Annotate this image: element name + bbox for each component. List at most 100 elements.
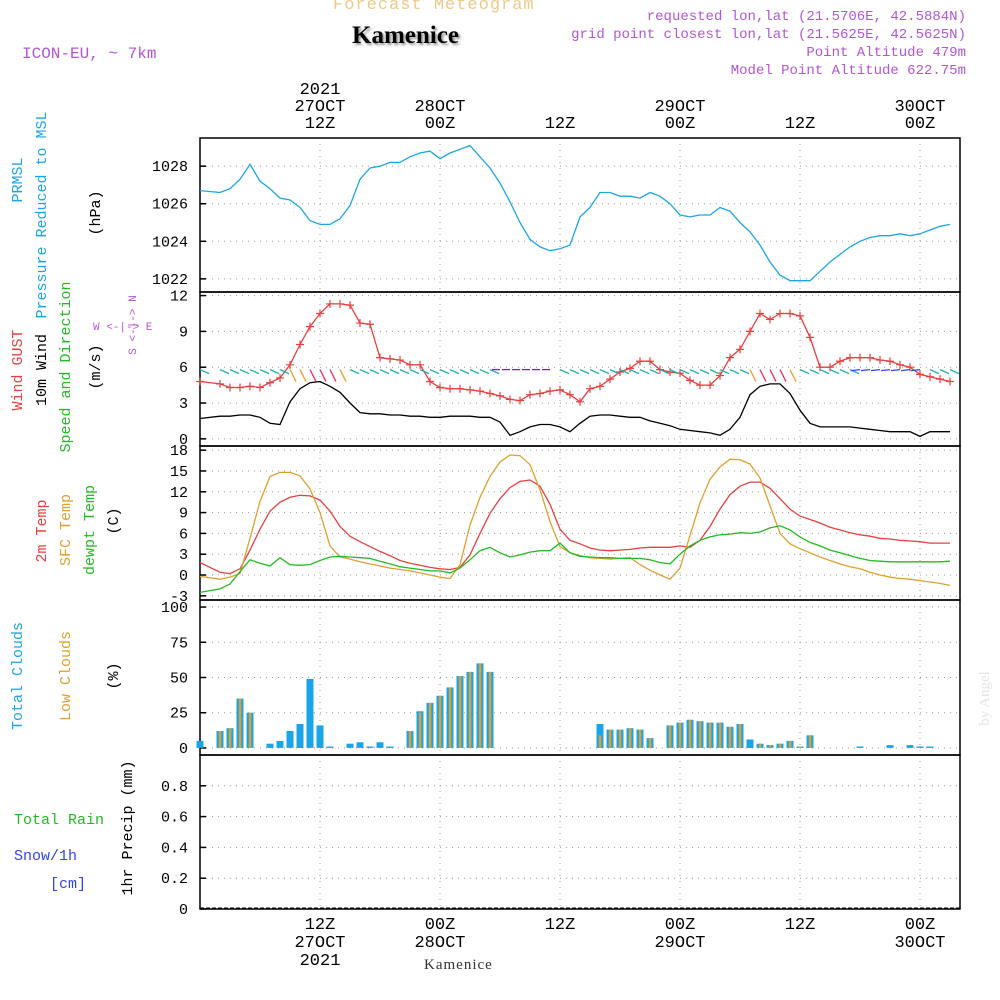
wind-direction-arrow <box>929 369 940 375</box>
wind-direction-arrow <box>890 368 901 372</box>
gust-marker <box>806 333 814 342</box>
clouds-label-low: Low Clouds <box>58 631 75 721</box>
wind-direction-arrow <box>689 369 700 375</box>
precip-ytick-label: 0.8 <box>161 779 188 796</box>
wind-direction-arrow <box>459 369 470 375</box>
wind-direction-arrow <box>819 369 830 375</box>
compass-ns: S <-|-> N <box>128 295 140 354</box>
wind-direction-arrow <box>559 369 570 375</box>
wind-label-10m: 10m Wind <box>34 334 51 406</box>
wind-label-gust: Wind GUST <box>10 329 27 410</box>
wind-direction-arrow <box>429 369 440 375</box>
wind-direction-arrow <box>829 369 840 375</box>
clouds-ytick-label: 50 <box>170 671 188 688</box>
bottom-time-label: 12Z <box>545 916 576 935</box>
wind-unit: (m/s) <box>88 344 105 389</box>
temperature-panel-frame <box>199 445 961 601</box>
gust-marker <box>476 387 484 396</box>
precip-label-rain: Total Rain <box>14 812 104 829</box>
total-cloud-bar <box>346 743 354 748</box>
gust-marker <box>716 371 724 380</box>
gust-marker <box>426 377 434 386</box>
clouds-unit: (%) <box>106 662 123 689</box>
gust-marker <box>356 319 364 328</box>
top-time-label: 2021 <box>300 81 341 100</box>
gust-marker <box>506 395 514 404</box>
gust-marker <box>436 383 444 392</box>
wind-direction-arrow <box>629 369 640 375</box>
wind-ytick-label: 12 <box>170 289 188 306</box>
pressure-unit: (hPa) <box>88 190 105 235</box>
total-cloud-bar <box>276 740 284 748</box>
top-time-label: 12Z <box>305 115 336 134</box>
wind-direction-arrow <box>759 369 767 382</box>
wind-direction-arrow <box>779 369 787 382</box>
temperature-ytick-label: 15 <box>170 464 188 481</box>
low-cloud-bar <box>238 698 242 748</box>
wind-direction-arrow <box>299 369 307 382</box>
bottom-time-label: 27OCT <box>294 934 345 953</box>
total-cloud-bar <box>266 743 274 748</box>
bottom-time-label: 29OCT <box>654 934 705 953</box>
bottom-time-label: 00Z <box>425 916 456 935</box>
total-cloud-bar <box>386 746 394 748</box>
total-cloud-bar <box>306 678 314 748</box>
gust-marker <box>646 357 654 366</box>
wind-direction-arrow <box>739 369 750 375</box>
footer-location: Kamenice <box>424 957 493 973</box>
low-cloud-bar <box>768 745 772 748</box>
gust-marker <box>636 357 644 366</box>
wind-direction-arrow <box>379 369 390 375</box>
wind-ytick-label: 3 <box>179 396 188 413</box>
gust-marker <box>846 353 854 362</box>
total-cloud-bar <box>366 746 374 748</box>
gust-marker <box>566 390 574 399</box>
grid-point-coords: grid point closest lon,lat (21.5625E, 42… <box>571 27 966 43</box>
low-cloud-bar <box>638 729 642 748</box>
gust-marker <box>756 309 764 318</box>
low-cloud-bar <box>608 729 612 748</box>
temperature-ytick-label: -3 <box>170 589 188 606</box>
low-cloud-bar <box>738 724 742 748</box>
gust-marker <box>726 353 734 362</box>
gust-marker <box>946 377 954 386</box>
top-time-label: 00Z <box>905 115 936 134</box>
low-cloud-bar <box>468 671 472 748</box>
wind-direction-arrow <box>870 368 881 372</box>
temperature-series-2m-temp <box>199 479 950 575</box>
pressure-series-pressure <box>199 144 951 282</box>
precip-ytick-label: 0.4 <box>161 840 188 857</box>
gust-marker <box>686 376 694 385</box>
temperature-ytick-label: 18 <box>170 443 188 460</box>
low-cloud-bar <box>758 743 762 748</box>
wind-ytick-label: 6 <box>179 360 188 377</box>
wind-direction-arrow <box>449 369 460 375</box>
total-cloud-bar <box>296 724 304 748</box>
wind-direction-arrow <box>679 369 690 375</box>
temperature-series-sfc-temp <box>199 454 951 587</box>
precip-ytick-label: 0.6 <box>161 810 188 827</box>
gust-marker <box>796 311 804 320</box>
wind-direction-arrow <box>359 369 370 375</box>
wind-direction-arrow <box>219 369 230 375</box>
gust-marker <box>456 384 464 393</box>
low-cloud-bar <box>778 743 782 748</box>
wind-direction-arrow <box>949 369 960 375</box>
temperature-ytick-label: 0 <box>179 568 188 585</box>
wind-series-10m-wind <box>199 380 950 438</box>
low-cloud-bar <box>718 722 722 748</box>
gust-marker <box>286 360 294 369</box>
gust-marker <box>666 367 674 376</box>
wind-direction-arrow <box>319 369 327 382</box>
wind-direction-arrow <box>229 369 240 375</box>
low-cloud-bar <box>728 726 732 748</box>
wind-direction-arrow <box>309 369 317 382</box>
page-title: Kamenice <box>352 22 459 49</box>
pressure-label-prmsl: PRMSL <box>10 157 27 202</box>
low-cloud-bar <box>648 738 652 748</box>
low-cloud-bar <box>408 731 412 748</box>
wind-direction-arrow <box>769 369 777 382</box>
wind-direction-arrow <box>269 369 280 375</box>
wind-ytick-label: 0 <box>179 432 188 449</box>
pressure-ytick-label: 1022 <box>152 272 188 289</box>
